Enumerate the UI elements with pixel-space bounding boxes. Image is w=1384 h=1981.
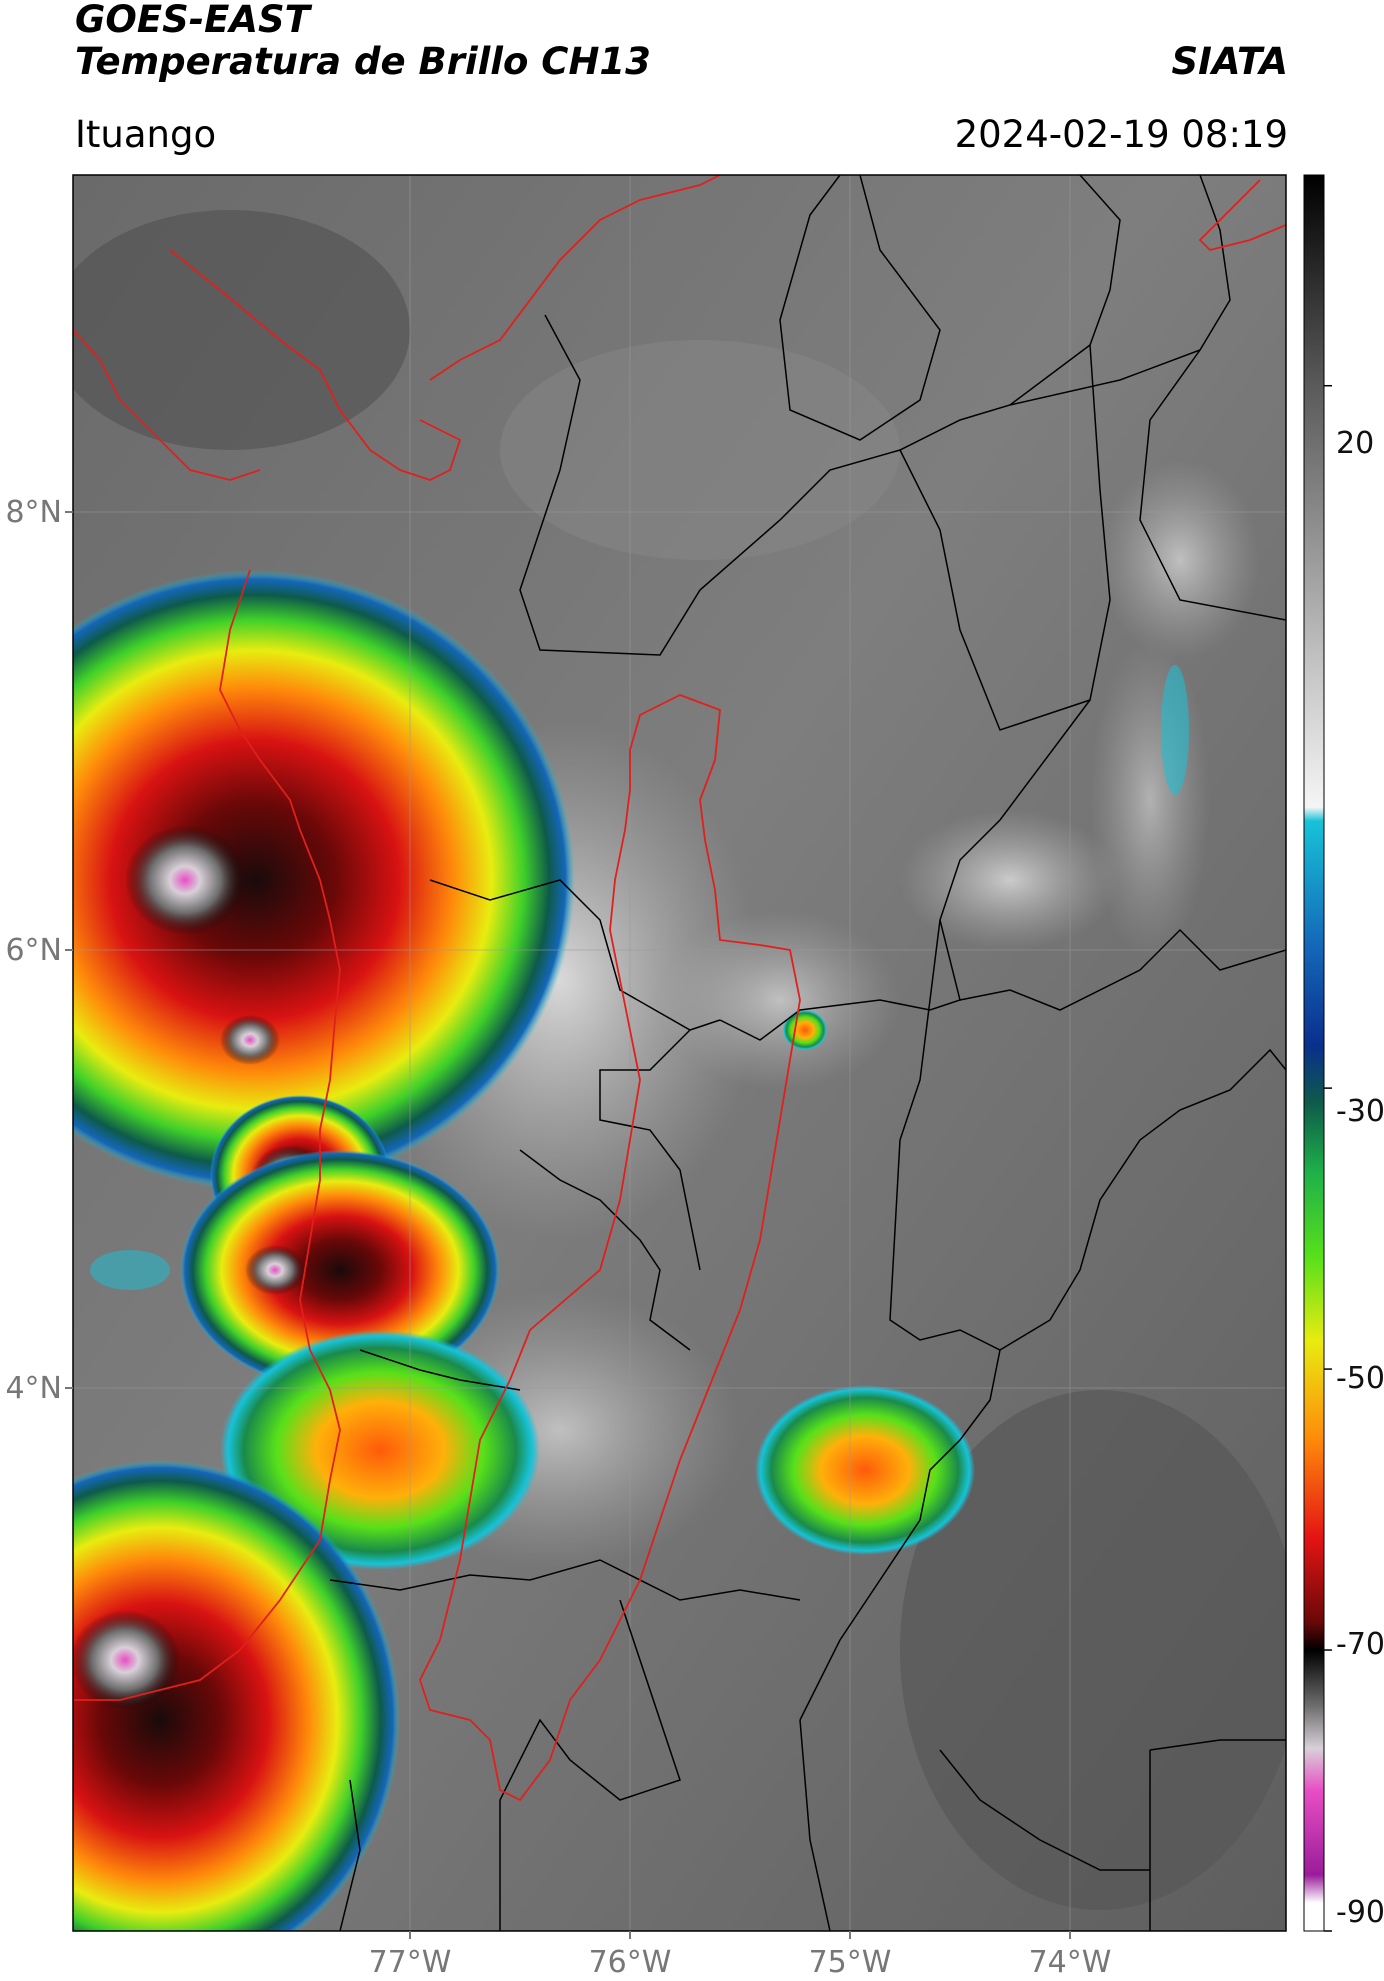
lon-label-74w: 74°W bbox=[1028, 1945, 1112, 1980]
axis-ticks bbox=[65, 511, 1071, 1939]
lat-label-4n: 4°N bbox=[5, 1371, 62, 1406]
colorbar-tick-minus90: -90 bbox=[1336, 1895, 1384, 1930]
product-title: Temperatura de Brillo CH13 bbox=[75, 40, 651, 83]
timestamp-label: 2024-02-19 08:19 bbox=[954, 113, 1288, 156]
map-frame bbox=[72, 174, 1287, 1932]
lon-label-77w: 77°W bbox=[368, 1945, 452, 1980]
lon-label-76w: 76°W bbox=[588, 1945, 672, 1980]
lat-label-8n: 8°N bbox=[5, 495, 62, 530]
storm-small-cell bbox=[783, 1010, 827, 1050]
lon-label-75w: 75°W bbox=[808, 1945, 892, 1980]
red-boundaries bbox=[73, 175, 1286, 1802]
organization-label: SIATA bbox=[1171, 40, 1288, 83]
storm-east bbox=[755, 1385, 975, 1555]
satellite-title: GOES-EAST bbox=[75, 0, 310, 41]
gridlines bbox=[73, 175, 1286, 1931]
colorbar-tick-minus70: -70 bbox=[1336, 1627, 1384, 1662]
storm-central-2 bbox=[180, 1150, 500, 1390]
lat-label-6n: 6°N bbox=[5, 933, 62, 968]
region-label: Ituango bbox=[75, 113, 217, 156]
storm-southwest bbox=[73, 1460, 400, 1931]
colorbar-tick-minus30: -30 bbox=[1336, 1094, 1384, 1129]
colorbar-tick-minus50: -50 bbox=[1336, 1361, 1384, 1396]
map-imagery bbox=[73, 175, 1286, 1931]
storm-north bbox=[73, 570, 575, 1190]
colorbar-tick-20: 20 bbox=[1336, 426, 1375, 461]
department-borders bbox=[329, 175, 1286, 1931]
colorbar bbox=[1303, 174, 1332, 1932]
